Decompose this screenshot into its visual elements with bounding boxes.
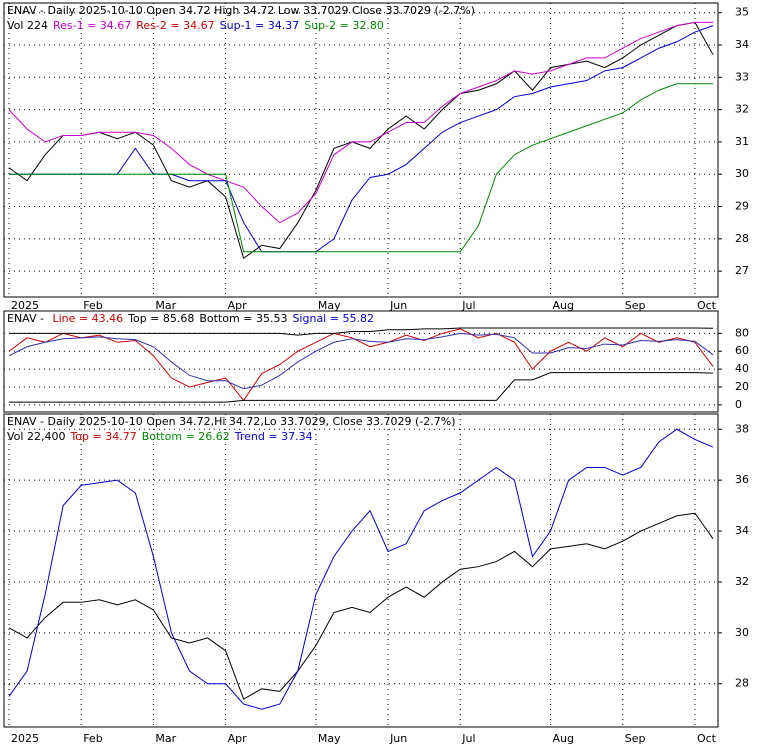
y-tick-label: 20 [735, 380, 749, 393]
x-tick-label: Feb [83, 299, 102, 312]
header-text: Bottom = 35.53 [199, 312, 287, 325]
y-tick-label: 30 [735, 167, 749, 180]
header-text: Line = 43.46 [53, 312, 124, 325]
x-tick-label: Jul [461, 299, 475, 312]
series-line [9, 25, 714, 253]
series-line [8, 21, 713, 224]
header-text: Bottom = 26.62 [142, 430, 230, 443]
x-tick-label: Sep [625, 299, 646, 312]
y-tick-label: 80 [735, 326, 749, 339]
panel-header: ENAV - Line = 43.46 Top = 85.68 Bottom = 3… [7, 312, 374, 325]
header-text: ENAV - [7, 312, 48, 325]
x-tick-label: Oct [697, 732, 717, 745]
series-line [8, 332, 714, 390]
panel-header: Vol 224 Res-1 = 34.67 Res-2 = 34.67 Sup-1 =… [7, 19, 384, 32]
x-tick-label: May [318, 299, 341, 312]
header-text: ENAV - Daily 2025-10-10 Open 34.72 High … [7, 4, 475, 17]
y-tick-label: 29 [735, 200, 749, 213]
y-tick-label: 34 [735, 38, 749, 51]
series-line [8, 512, 714, 700]
y-tick-label: 30 [735, 626, 749, 639]
panel-header: ENAV - Daily 2025-10-10 Open 34.72 High … [7, 4, 475, 17]
x-tick-label: Mar [155, 299, 176, 312]
panel-frame [3, 310, 719, 413]
x-tick-label: Aug [553, 732, 574, 745]
y-tick-label: 27 [735, 264, 749, 277]
y-tick-label: 35 [735, 6, 749, 19]
series-line [9, 372, 714, 403]
x-tick-label: May [318, 732, 341, 745]
series-line [8, 428, 714, 710]
header-text: Sup-2 = 32.80 [304, 19, 384, 32]
x-tick-label: Sep [625, 732, 646, 745]
panel-header: Vol 22,400 Top = 34.77 Bottom = 26.62 Trend… [7, 430, 313, 443]
header-text: ENAV - Daily 2025-10-10 Open 34.72,Hi 34… [7, 415, 456, 428]
y-tick-label: 0 [735, 398, 742, 411]
header-text: Vol 224 [7, 19, 48, 32]
y-tick-label: 38 [735, 422, 749, 435]
x-tick-label: 2025 [11, 299, 39, 312]
y-tick-label: 31 [735, 135, 749, 148]
header-text: Top = 85.68 [127, 312, 194, 325]
x-tick-label: Jun [389, 732, 407, 745]
y-tick-label: 28 [735, 232, 749, 245]
series-line [9, 83, 713, 253]
x-tick-label: Aug [553, 299, 574, 312]
panel-frame [3, 2, 719, 298]
x-tick-label: 2025 [11, 732, 39, 745]
series-line [8, 328, 714, 402]
header-text: Signal = 55.82 [292, 312, 374, 325]
series-line [8, 21, 714, 260]
header-text: Vol 22,400 [7, 430, 65, 443]
panel-frame [3, 413, 719, 728]
y-tick-label: 34 [735, 524, 749, 537]
header-text: Sup-1 = 34.37 [220, 19, 300, 32]
x-tick-label: Apr [228, 732, 248, 745]
x-tick-label: Feb [83, 732, 102, 745]
panel-header: ENAV - Daily 2025-10-10 Open 34.72,Hi 34… [7, 415, 456, 428]
series-line [9, 327, 714, 336]
y-tick-label: 33 [735, 70, 749, 83]
y-tick-label: 32 [735, 575, 749, 588]
header-text: Top = 34.77 [69, 430, 136, 443]
y-tick-label: 28 [735, 677, 749, 690]
header-text: Res-2 = 34.67 [136, 19, 214, 32]
y-tick-label: 60 [735, 344, 749, 357]
y-tick-label: 36 [735, 473, 749, 486]
x-tick-label: Oct [697, 299, 717, 312]
x-tick-label: Jul [461, 732, 475, 745]
x-tick-label: Apr [228, 299, 248, 312]
header-text: Trend = 37.34 [234, 430, 313, 443]
x-tick-label: Jun [389, 299, 407, 312]
y-tick-label: 40 [735, 362, 749, 375]
x-tick-label: Mar [155, 732, 176, 745]
y-tick-label: 32 [735, 103, 749, 116]
header-text: Res-1 = 34.67 [53, 19, 131, 32]
